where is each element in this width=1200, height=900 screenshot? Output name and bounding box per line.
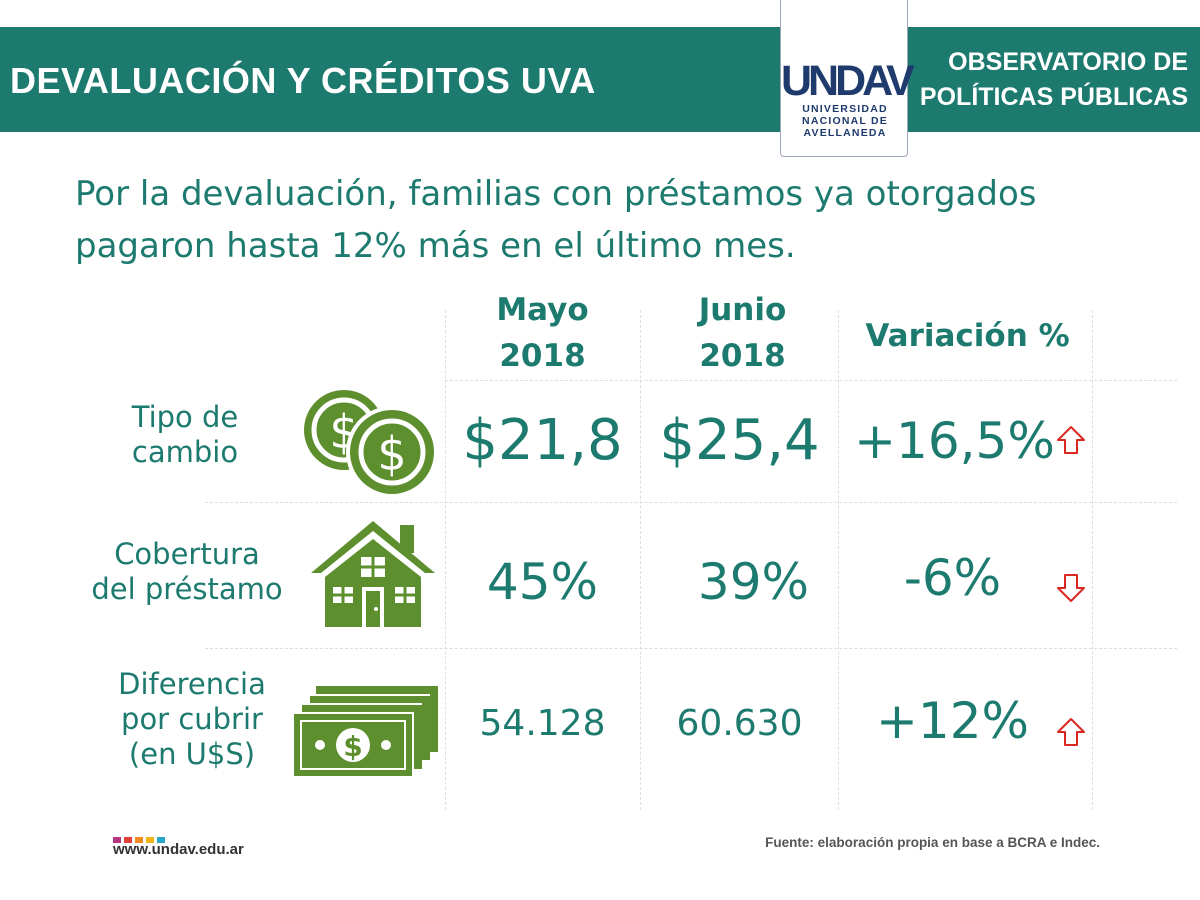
arrow-up-icon xyxy=(1057,718,1085,746)
grid-line xyxy=(445,380,1177,381)
arrow-up-icon xyxy=(1057,426,1085,454)
grid-line xyxy=(640,310,641,810)
row-label-line: cambio xyxy=(131,435,239,469)
website-url[interactable]: www.undav.edu.ar xyxy=(113,841,244,858)
grid-line xyxy=(1092,310,1093,810)
color-dots xyxy=(113,828,168,847)
column-header-variacion: Variación % xyxy=(840,313,1095,359)
house-icon xyxy=(311,521,435,627)
row-label-line: Cobertura xyxy=(114,537,260,571)
grid-line xyxy=(205,502,1177,503)
column-header-line: Variación % xyxy=(865,318,1070,354)
row-label-diferencia: Diferencia por cubrir (en U$S) xyxy=(92,667,292,772)
svg-text:$: $ xyxy=(377,427,406,481)
row-label-tipo-de-cambio: Tipo de cambio xyxy=(90,400,280,470)
banknotes-icon: $ xyxy=(292,686,438,778)
value-mayo: $21,8 xyxy=(462,408,623,473)
column-header-line: Mayo xyxy=(496,292,589,328)
arrow-down-icon xyxy=(1057,574,1085,602)
value-junio: 60.630 xyxy=(676,703,803,744)
observatorio-line-1: OBSERVATORIO DE xyxy=(948,48,1188,76)
grid-line xyxy=(205,648,1177,649)
logo-line-2: NACIONAL DE xyxy=(802,115,888,127)
value-variacion: +12% xyxy=(875,692,1030,750)
logo-line-1: UNIVERSIDAD xyxy=(802,103,888,115)
column-header-junio: Junio 2018 xyxy=(645,287,840,379)
logo-subtitle: UNIVERSIDAD NACIONAL DE AVELLANEDA xyxy=(781,103,909,139)
value-variacion: -6% xyxy=(903,549,1002,607)
undav-logo: UNDAV UNIVERSIDAD NACIONAL DE AVELLANEDA xyxy=(780,0,915,157)
value-mayo: 54.128 xyxy=(479,703,606,744)
value-mayo: 45% xyxy=(486,553,599,611)
row-label-line: por cubrir xyxy=(121,702,263,736)
row-label-cobertura: Cobertura del préstamo xyxy=(72,537,302,607)
logo-line-3: AVELLANEDA xyxy=(803,127,887,139)
value-junio: 39% xyxy=(697,553,810,611)
value-junio: $25,4 xyxy=(659,408,820,473)
color-dot xyxy=(113,837,121,843)
source-note: Fuente: elaboración propia en base a BCR… xyxy=(765,835,1100,850)
color-dot xyxy=(124,837,132,843)
observatorio-label: OBSERVATORIO DE POLÍTICAS PÚBLICAS xyxy=(920,45,1188,115)
column-header-mayo: Mayo 2018 xyxy=(445,287,640,379)
column-header-line: 2018 xyxy=(699,338,786,374)
color-dot xyxy=(157,837,165,843)
column-header-line: 2018 xyxy=(499,338,586,374)
value-variacion: +16,5% xyxy=(854,412,1055,470)
color-dot xyxy=(146,837,154,843)
header-banner: DEVALUACIÓN Y CRÉDITOS UVA OBSERVATORIO … xyxy=(0,27,1200,132)
row-label-line: Tipo de xyxy=(131,400,239,434)
column-header-line: Junio xyxy=(698,292,787,328)
observatorio-line-2: POLÍTICAS PÚBLICAS xyxy=(919,83,1188,111)
row-label-line: del préstamo xyxy=(91,572,283,606)
grid-line xyxy=(445,310,446,810)
headline: Por la devaluación, familias con préstam… xyxy=(75,174,1037,266)
row-label-line: Diferencia xyxy=(118,667,266,701)
svg-text:$: $ xyxy=(343,730,362,763)
row-label-line: (en U$S) xyxy=(128,737,256,771)
color-dot xyxy=(135,837,143,843)
page-title: DEVALUACIÓN Y CRÉDITOS UVA xyxy=(10,60,596,101)
grid-line xyxy=(838,310,839,810)
coins-icon: $ $ xyxy=(304,390,438,498)
logo-wordmark: UNDAV xyxy=(781,57,915,105)
